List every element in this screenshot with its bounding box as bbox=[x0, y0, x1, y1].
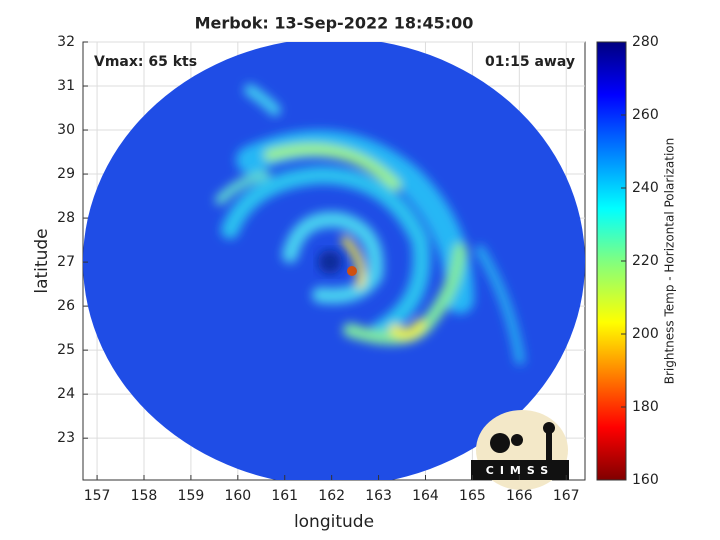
y-tick-label: 31 bbox=[57, 78, 75, 94]
chart-title: Merbok: 13-Sep-2022 18:45:00 bbox=[195, 14, 474, 33]
x-tick-label: 161 bbox=[271, 488, 298, 504]
x-tick-label: 157 bbox=[84, 488, 111, 504]
colorbar-label: Brightness Temp - Horizontal Polarizatio… bbox=[663, 138, 677, 385]
x-tick-label: 163 bbox=[365, 488, 392, 504]
y-tick-label: 23 bbox=[57, 430, 75, 446]
y-tick-label: 26 bbox=[57, 298, 75, 314]
y-tick-label: 27 bbox=[57, 254, 75, 270]
colorbar-tick-label: 280 bbox=[632, 34, 659, 50]
colorbar-tick-label: 260 bbox=[632, 107, 659, 123]
colorbar-tick-label: 240 bbox=[632, 180, 659, 196]
x-tick-label: 159 bbox=[178, 488, 205, 504]
x-tick-label: 160 bbox=[224, 488, 251, 504]
x-tick-label: 162 bbox=[318, 488, 345, 504]
y-axis-label: latitude bbox=[32, 228, 52, 293]
y-tick-label: 28 bbox=[57, 210, 75, 226]
colorbar-tick-label: 160 bbox=[632, 472, 659, 488]
logo: CIMSS bbox=[471, 410, 569, 490]
x-tick-label: 167 bbox=[553, 488, 580, 504]
annotation: Vmax: 65 kts bbox=[94, 54, 197, 70]
x-axis-label: longitude bbox=[294, 512, 374, 532]
x-tick-label: 164 bbox=[412, 488, 439, 504]
x-tick-label: 166 bbox=[506, 488, 533, 504]
y-tick-label: 29 bbox=[57, 166, 75, 182]
y-tick-label: 32 bbox=[57, 34, 75, 50]
logo-text: CIMSS bbox=[486, 464, 554, 477]
y-tick-label: 24 bbox=[57, 386, 75, 402]
x-tick-label: 158 bbox=[131, 488, 158, 504]
y-tick-label: 30 bbox=[57, 122, 75, 138]
colorbar-tick-label: 200 bbox=[632, 326, 659, 342]
colorbar-tick-label: 180 bbox=[632, 399, 659, 415]
annotation: 01:15 away bbox=[485, 54, 575, 70]
y-tick-label: 25 bbox=[57, 342, 75, 358]
colorbar-tick-label: 220 bbox=[632, 253, 659, 269]
swath-image bbox=[83, 42, 585, 480]
x-tick-label: 165 bbox=[459, 488, 486, 504]
